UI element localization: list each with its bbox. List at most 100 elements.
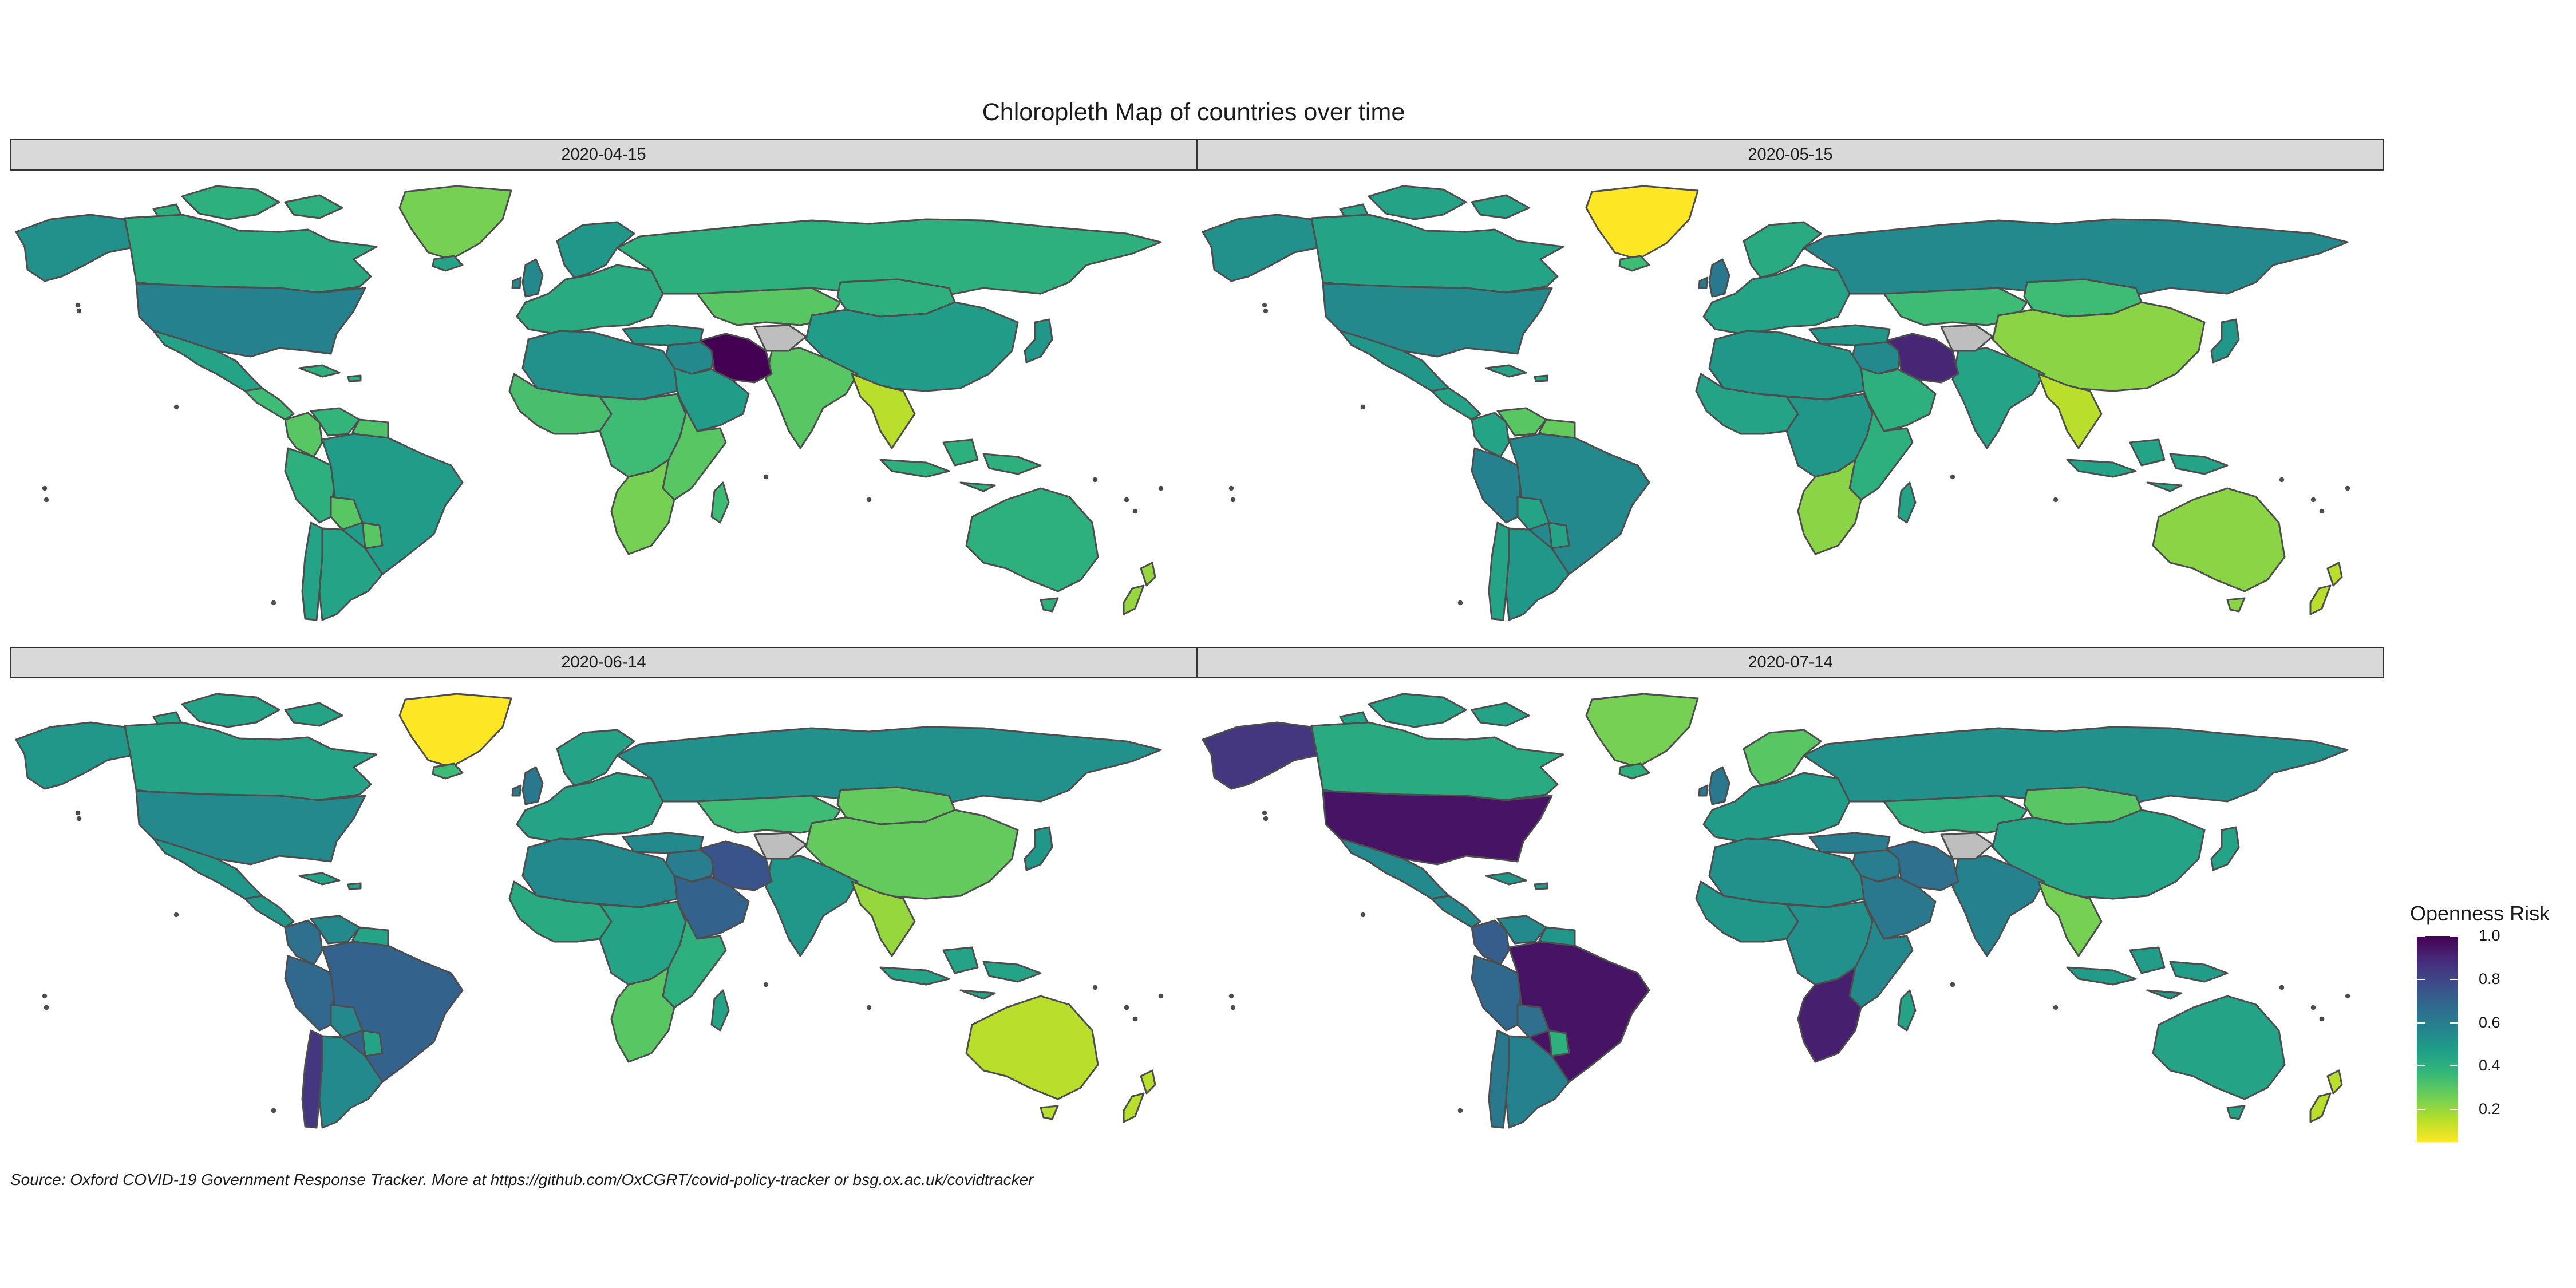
country-turkey [1808,324,1891,346]
country-paraguay [361,521,384,550]
panel-strip-label: 2020-05-15 [1197,139,2384,171]
small-island [1360,404,1366,410]
small-island [1132,1016,1138,1022]
country-afghanistan [1940,832,1994,860]
small-island [2279,477,2285,483]
country-turkey [622,324,704,346]
small-island [1228,993,1234,999]
country-uk [511,766,544,805]
country-s-africa [610,966,675,1063]
country-uk [511,258,544,298]
country-central-america [244,387,295,421]
small-island [1230,1005,1236,1010]
country-e-africa [662,900,727,1009]
country-india [1951,347,2045,449]
country-japan [2210,826,2240,871]
small-island [44,497,49,503]
country-w-africa [1695,880,1799,943]
country-bolivia [1516,496,1550,531]
country-nz [1123,562,1156,615]
country-caribbean [1485,872,1548,890]
country-greenland [1585,185,1699,260]
country-w-africa [1695,373,1799,435]
small-island [1262,302,1267,308]
map-panel-2020-07-14: 2020-07-14 [1197,647,2386,1139]
country-india [1951,855,2045,957]
country-bolivia [1516,1003,1550,1038]
country-central-america [1431,387,1481,421]
country-iran [1886,333,1959,384]
country-japan [1024,318,1053,364]
country-india [765,855,859,957]
country-indonesia [2066,946,2229,1000]
panel-strip-label: 2020-07-14 [1197,647,2384,678]
small-island [76,816,82,821]
legend-colorbar [2417,936,2458,1142]
small-island [1950,982,1955,987]
country-australia [2152,995,2286,1120]
country-alaska [1202,721,1318,790]
small-island [173,404,179,410]
small-island [1228,485,1234,491]
country-afghanistan [1940,324,1994,352]
country-europe [1702,264,1851,335]
country-argentina [318,1035,384,1129]
country-alaska [15,214,132,282]
country-iran [699,840,773,891]
country-europe [516,264,664,335]
small-island [1092,985,1098,990]
country-madagascar [1897,989,1917,1032]
country-turkey [622,832,704,854]
country-europe [516,772,664,843]
country-w-africa [508,373,613,435]
country-caribbean [298,364,362,382]
country-afghanistan [753,832,807,860]
small-island [2319,508,2325,514]
country-peru [284,955,335,1032]
small-island [1124,1005,1129,1010]
country-japan [2210,318,2240,364]
legend-tick-label: 0.4 [2479,1057,2500,1074]
country-colombia [284,919,323,966]
country-uk [1698,766,1730,805]
country-scandinavia [556,729,635,787]
country-greenland [398,185,512,260]
country-indonesia [879,946,1042,1000]
small-island [1262,810,1267,816]
small-island [1132,508,1138,514]
small-island [763,474,769,480]
country-alaska [15,721,132,790]
world-map [1202,693,2350,1129]
small-island [1950,474,1955,480]
country-europe [1702,772,1851,843]
country-alaska [1202,214,1318,282]
country-nz [1123,1069,1156,1123]
country-indonesia [2066,438,2229,492]
country-greenland [1585,693,1699,768]
legend-tick-label: 0.2 [2479,1100,2500,1118]
country-venezuela [310,407,361,437]
country-s-africa [1797,459,1862,555]
country-se-asia [851,880,916,957]
country-canada [1310,214,1564,295]
country-caribbean [1485,364,1548,382]
small-island [173,912,179,918]
small-island [75,810,81,816]
country-scandinavia [1743,729,1822,787]
country-canada [124,214,378,295]
country-peru [1471,447,1522,524]
color-legend: Openness Risk 1.0 0.8 0.6 0.4 0.2 [2410,902,2576,1153]
world-map [1202,185,2350,621]
small-island [42,485,48,491]
legend-tick-label: 1.0 [2479,927,2500,944]
panel-strip-label: 2020-06-14 [10,647,1197,678]
country-se-asia [2037,880,2103,957]
country-central-america [1431,895,1481,929]
small-island [1263,308,1269,314]
small-island [1158,485,1164,491]
country-argentina [1505,1035,1570,1129]
country-uk [1698,258,1730,298]
small-island [271,600,276,606]
country-s-africa [1797,966,1862,1063]
world-map [15,185,1164,621]
